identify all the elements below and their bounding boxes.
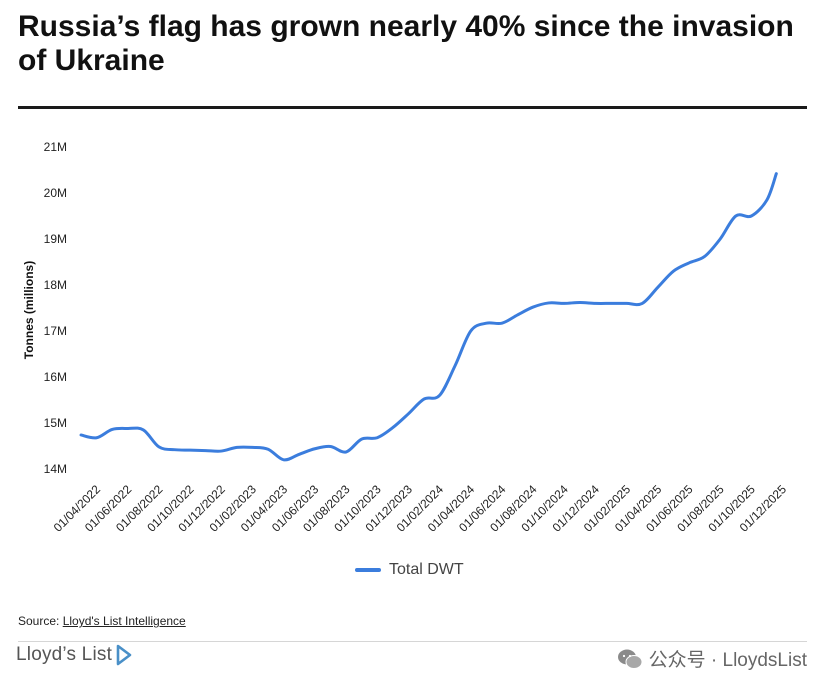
- x-axis: 01/04/202201/06/202201/08/202201/10/2022…: [51, 482, 790, 535]
- chart-title: Russia’s flag has grown nearly 40% since…: [18, 10, 794, 77]
- y-tick-label: 17M: [44, 324, 67, 338]
- brand-name: Lloyd’s List: [16, 644, 113, 665]
- y-tick-label: 15M: [44, 416, 67, 430]
- footer-divider: [18, 641, 807, 642]
- watermark-text: 公众号 · LloydsList: [648, 650, 807, 671]
- y-axis: 14M 15M 16M 17M 18M 19M 20M 21M Tonnes (millions…: [22, 140, 67, 476]
- legend-label: Total DWT: [389, 561, 464, 578]
- legend-swatch: [355, 568, 381, 572]
- legend: Total DWT: [355, 561, 464, 579]
- watermark: 公众号 · LloydsList: [617, 645, 807, 672]
- y-tick-label: 14M: [44, 462, 67, 476]
- y-tick-label: 21M: [44, 140, 67, 154]
- source-prefix: Source:: [18, 614, 63, 628]
- y-tick-label: 20M: [44, 186, 67, 200]
- series-line-total-dwt: [79, 172, 778, 462]
- source-note: Source: Lloyd's List Intelligence: [18, 614, 186, 628]
- y-tick-label: 19M: [44, 232, 67, 246]
- y-tick-label: 16M: [44, 370, 67, 384]
- source-link[interactable]: Lloyd's List Intelligence: [62, 614, 186, 628]
- play-arrow-icon: [116, 644, 132, 666]
- line-chart: 14M 15M 16M 17M 18M 19M 20M 21M Tonnes (millions…: [22, 140, 790, 535]
- title-divider: [18, 106, 807, 109]
- plot-area: [79, 172, 778, 462]
- wechat-icon: [617, 649, 643, 669]
- brand-logo: Lloyd’s List: [16, 644, 132, 666]
- y-tick-label: 18M: [44, 278, 67, 292]
- y-axis-title: Tonnes (millions): [22, 261, 36, 359]
